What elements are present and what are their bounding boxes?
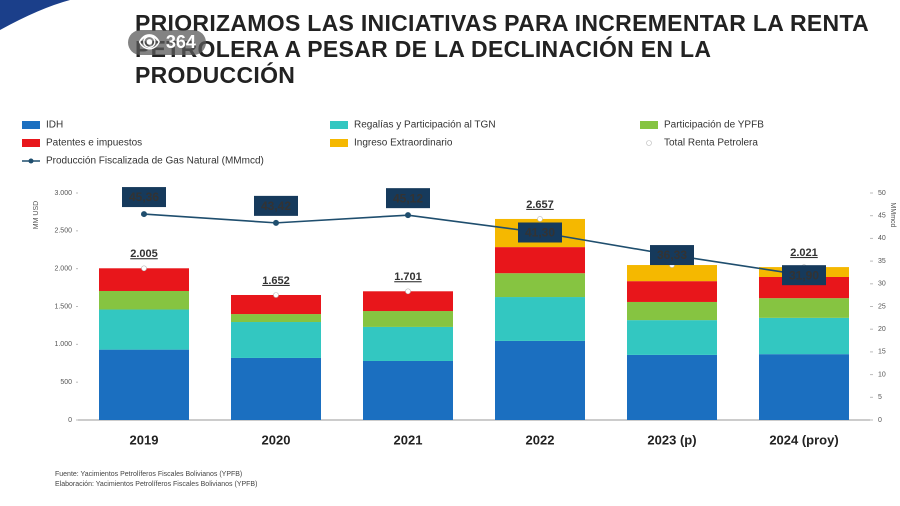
legend-label: Regalías y Participación al TGN [354, 120, 496, 131]
bar-segment [231, 314, 321, 323]
legend-label: Producción Fiscalizada de Gas Natural (M… [46, 156, 264, 167]
production-label: 31,90 [789, 268, 819, 282]
bar-segment [759, 298, 849, 318]
production-label: 36,33 [657, 248, 687, 262]
y2-tick-label: 15 [878, 349, 886, 356]
legend-swatch [330, 139, 348, 147]
legend-label: Ingreso Extraordinario [354, 138, 453, 149]
bar-segment [495, 297, 585, 341]
y-tick-label: 500 [60, 379, 72, 386]
y2-tick-label: 35 [878, 258, 886, 265]
y-tick-label: 2.500 [54, 228, 72, 235]
bar-segment [627, 281, 717, 302]
y2-tick-label: 20 [878, 326, 886, 333]
bar-segment [363, 360, 453, 420]
y-tick-label: 0 [68, 417, 72, 424]
production-label-box [782, 265, 826, 286]
production-label-box [386, 188, 430, 209]
x-tick-label: 2020 [262, 432, 291, 447]
bar-segment [627, 301, 717, 321]
y2-tick-label: 0 [878, 417, 882, 424]
page-title: PRIORIZAMOS LAS INICIATIVAS PARA INCREME… [135, 10, 869, 88]
y2-tick-label: 50 [878, 190, 886, 197]
x-tick-label: 2024 (proy) [769, 432, 838, 447]
y2-tick-label: 40 [878, 235, 886, 242]
legend-swatch [22, 139, 40, 147]
production-label: 45,36 [129, 190, 159, 204]
bar-segment [627, 320, 717, 355]
total-label: 2.021 [790, 247, 818, 259]
total-label: 2.657 [526, 199, 554, 211]
x-tick-label: 2022 [526, 432, 555, 447]
total-marker [141, 265, 147, 272]
legend-label: Participación de YPFB [664, 120, 764, 131]
bar-segment [495, 273, 585, 298]
bar-segment [99, 309, 189, 350]
elaboration-note: Elaboración: Yacimientos Petrolíferos Fi… [55, 481, 257, 488]
x-tick-label: 2021 [394, 432, 423, 447]
view-count-number: 364 [165, 32, 196, 52]
production-label-box [518, 222, 562, 243]
bar-segment [495, 247, 585, 274]
production-point [141, 211, 147, 218]
total-marker [537, 216, 543, 222]
production-label-box [650, 245, 694, 266]
y2-tick-label: 25 [878, 303, 886, 310]
y2-tick-label: 45 [878, 213, 886, 220]
y-tick-label: 2.000 [54, 266, 72, 273]
legend-swatch [640, 121, 658, 129]
total-marker [405, 288, 411, 295]
legend-label: Patentes e impuestos [46, 138, 142, 149]
y2-tick-label: 30 [878, 281, 886, 288]
source-note: Fuente: Yacimientos Petrolíferos Fiscale… [55, 471, 242, 478]
bar-segment [627, 354, 717, 420]
production-point [405, 212, 411, 219]
y-tick-label: 1.000 [54, 341, 72, 348]
legend-swatch [22, 121, 40, 129]
legend-swatch [646, 140, 652, 146]
bar-segment [759, 317, 849, 355]
legend-swatch [330, 121, 348, 129]
legend-label: IDH [46, 120, 63, 131]
production-label: 43,42 [261, 199, 291, 213]
production-label-box [254, 195, 298, 216]
bar-segment [759, 276, 849, 299]
y-axis-label: MM USD [33, 201, 40, 229]
bar-segment [99, 349, 189, 420]
legend-swatch [28, 158, 34, 164]
view-count: 👁 364 [128, 30, 206, 55]
bar-segment [363, 311, 453, 327]
production-label: 41,30 [525, 226, 555, 240]
corner-decoration [0, 0, 70, 30]
x-tick-label: 2023 (p) [647, 432, 696, 447]
legend-label: Total Renta Petrolera [664, 138, 758, 149]
bar-segment [99, 268, 189, 291]
production-point [273, 219, 279, 226]
x-tick-label: 2019 [130, 432, 159, 447]
bar-segment [759, 354, 849, 420]
bar-segment [99, 290, 189, 310]
production-label: 45,12 [393, 191, 423, 205]
production-label-box [122, 187, 166, 208]
bar-segment [627, 265, 717, 282]
total-label: 1.652 [262, 275, 290, 287]
total-label: 1.701 [394, 271, 422, 283]
bar-segment [231, 294, 321, 315]
bar-segment [363, 326, 453, 361]
total-marker [273, 292, 279, 298]
y2-axis-label: MMmcd [889, 203, 896, 228]
bar-segment [495, 340, 585, 420]
y-tick-label: 3.000 [54, 190, 72, 197]
total-label: 2.005 [130, 248, 158, 260]
y2-tick-label: 5 [878, 394, 882, 401]
y-tick-label: 1.500 [54, 303, 72, 310]
bar-segment [363, 291, 453, 312]
bar-segment [231, 322, 321, 358]
bar-segment [231, 357, 321, 420]
y2-tick-label: 10 [878, 371, 886, 378]
